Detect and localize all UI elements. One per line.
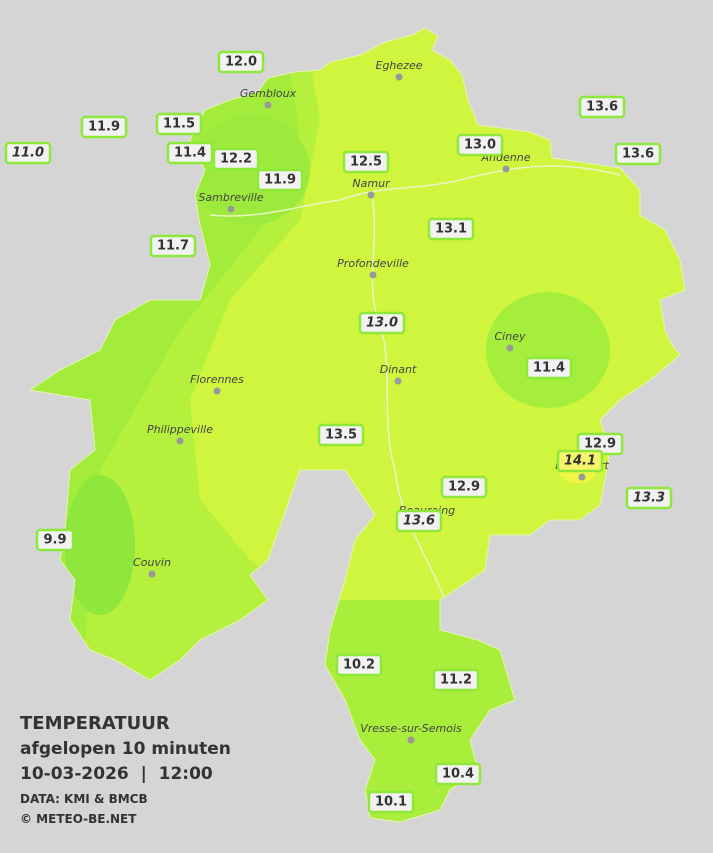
place-name: Namur: [352, 177, 391, 190]
station-box: [556, 449, 604, 473]
station-temp: 10.1: [375, 795, 407, 810]
legend-title: TEMPERATUUR: [20, 713, 170, 734]
place-dot: [227, 205, 235, 213]
place-dot: [148, 570, 156, 578]
station-temp: 10.4: [442, 767, 474, 782]
place-name: Profondeville: [337, 257, 409, 270]
station-temp: 11.0: [12, 146, 44, 161]
station-temp: 11.9: [88, 120, 120, 135]
station-box: [456, 133, 504, 157]
station-temp: 11.5: [163, 117, 195, 132]
station-box: [625, 486, 673, 510]
station-temp: 11.4: [533, 361, 565, 376]
station-temp: 13.1: [435, 222, 467, 237]
station-temp: 11.7: [157, 239, 189, 254]
places: EghezeeGemblouxAndenneNamurSambrevillePr…: [133, 59, 609, 744]
station-box: [317, 423, 365, 447]
station-temp: 12.2: [220, 152, 252, 167]
place-name: Florennes: [190, 373, 244, 386]
station-box: [155, 112, 203, 136]
place-dot: [369, 271, 377, 279]
place-dot: [264, 101, 272, 109]
station-temp: 12.9: [448, 480, 480, 495]
station-box: [440, 475, 488, 499]
place-dot: [578, 473, 586, 481]
station-box: [217, 50, 265, 74]
station-box: [166, 141, 214, 165]
place-name: Dinant: [380, 363, 417, 376]
station-temp: 12.9: [584, 437, 616, 452]
station-box: [35, 528, 75, 552]
legend-datetime: 10-03-2026 | 12:00: [20, 764, 213, 784]
station-box: [80, 115, 128, 139]
station-temp: 13.0: [464, 138, 496, 153]
legend-source: DATA: KMI & BMCB: [20, 792, 148, 806]
station-temp: 13.6: [403, 514, 435, 529]
station-box: [4, 141, 52, 165]
place-dot: [213, 387, 221, 395]
river: [209, 165, 621, 601]
station-box: [395, 509, 443, 533]
legend-copyright: © METEO-BE.NET: [20, 812, 137, 826]
place-dot: [176, 437, 184, 445]
station-box: [342, 150, 390, 174]
station-temp: 12.0: [225, 55, 257, 70]
station-box: [256, 168, 304, 192]
place-dot: [506, 344, 514, 352]
station-box: [434, 762, 482, 786]
station-temp: 11.9: [264, 173, 296, 188]
place-dot: [367, 191, 375, 199]
place-name: Sambreville: [198, 191, 263, 204]
station-temp: 11.4: [174, 146, 206, 161]
station-temp: 13.6: [586, 100, 618, 115]
place-dot: [394, 377, 402, 385]
place-dot: [502, 165, 510, 173]
place-dot: [395, 73, 403, 81]
station-temp: 13.5: [325, 428, 357, 443]
station-box: [149, 234, 197, 258]
station-box: [367, 790, 415, 814]
station-temp: 12.5: [350, 155, 382, 170]
station-box: [335, 653, 383, 677]
place-name: Couvin: [133, 556, 171, 569]
station-temp: 13.6: [622, 147, 654, 162]
place-name: Philippeville: [147, 423, 213, 436]
station-box: [525, 356, 573, 380]
station-temp: 13.0: [366, 316, 398, 331]
station-box: [358, 311, 406, 335]
legend: TEMPERATUUR afgelopen 10 minuten 10-03-2…: [20, 713, 231, 826]
legend-subtitle: afgelopen 10 minuten: [20, 739, 231, 759]
place-name: Gembloux: [240, 87, 297, 100]
zone-cold: [65, 475, 135, 615]
station-temp: 11.2: [440, 673, 472, 688]
place-name: Vresse-sur-Semois: [360, 722, 462, 735]
place-name: Ciney: [495, 330, 526, 343]
station-box: [212, 147, 260, 171]
station-temp: 9.9: [43, 533, 66, 548]
station-box: [578, 95, 626, 119]
station-temp: 10.2: [343, 658, 375, 673]
place-dot: [407, 736, 415, 744]
station-box: [432, 668, 480, 692]
zone-cool: [486, 292, 610, 408]
station-box: [614, 142, 662, 166]
station-temp: 13.3: [633, 491, 665, 506]
stations: 12.0 11.9 11.5 11.0 11.4 12.2 11.9 12.5 13.0 13.6…: [4, 50, 673, 814]
station-temp: 14.1: [564, 454, 596, 469]
station-box: [427, 217, 475, 241]
place-name: Eghezee: [376, 59, 423, 72]
